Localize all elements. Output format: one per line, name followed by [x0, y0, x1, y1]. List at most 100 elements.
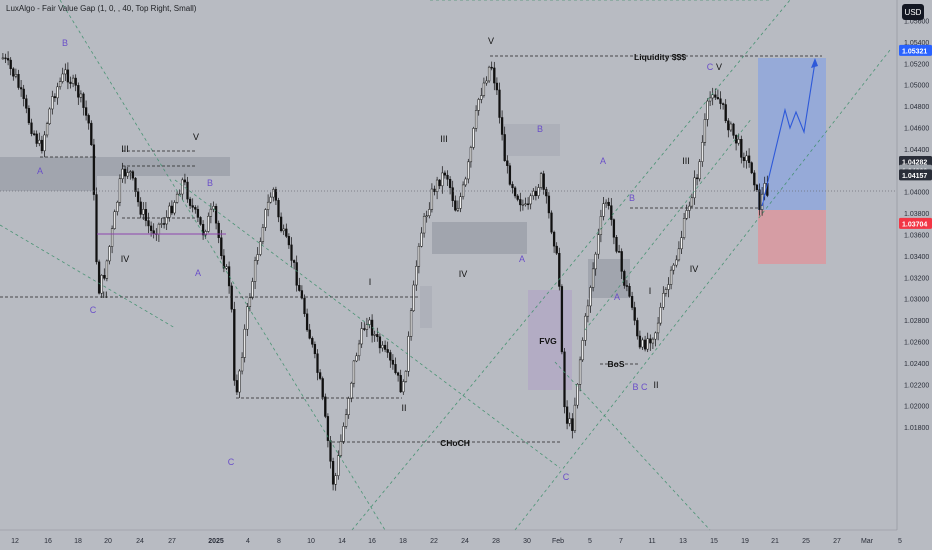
candle-212 — [552, 231, 556, 247]
projection-arrowhead — [811, 58, 818, 68]
candle-90 — [235, 380, 239, 393]
x-tick-label: 5 — [588, 538, 592, 545]
wave-label: IV — [121, 254, 130, 264]
currency-button[interactable]: USD — [902, 4, 924, 20]
candle-164 — [428, 209, 431, 217]
candle-47 — [123, 168, 127, 177]
x-tick-label: 20 — [104, 538, 112, 545]
candle-206 — [537, 187, 540, 197]
candle-194 — [506, 160, 509, 166]
candle-273 — [711, 94, 714, 99]
candle-200 — [521, 204, 525, 206]
order-block-zone — [0, 157, 230, 176]
y-tick-label: 1.04600 — [904, 126, 929, 133]
wave-label: C — [90, 305, 97, 315]
candle-26 — [69, 81, 72, 84]
candle-216 — [563, 351, 566, 408]
candle-228 — [594, 253, 597, 270]
wave-label: II — [102, 290, 107, 300]
candle-100 — [261, 227, 265, 242]
candle-175 — [456, 208, 460, 211]
x-tick-label: 2025 — [208, 538, 224, 545]
candle-83 — [217, 222, 220, 238]
x-tick-label: Feb — [552, 538, 564, 545]
candle-8 — [22, 88, 25, 99]
x-tick-label: 16 — [368, 538, 376, 545]
candle-264 — [688, 205, 691, 211]
candle-161 — [420, 232, 423, 247]
candle-169 — [441, 172, 444, 187]
candle-165 — [430, 188, 434, 210]
wave-label: III — [682, 156, 690, 166]
wave-label: II — [653, 380, 658, 390]
candle-184 — [480, 95, 483, 100]
order-block-zone — [0, 176, 97, 191]
candle-280 — [729, 123, 733, 131]
candle-96 — [251, 281, 254, 299]
candle-242 — [630, 296, 634, 308]
wave-label: V — [716, 62, 722, 72]
x-tick-label: 18 — [74, 538, 82, 545]
candle-186 — [485, 80, 488, 84]
annotation-fvg: FVG — [539, 336, 557, 346]
candle-196 — [511, 184, 514, 189]
candle-167 — [435, 179, 439, 192]
candle-183 — [477, 99, 480, 111]
candle-251 — [654, 332, 657, 340]
candle-71 — [186, 181, 189, 200]
candle-182 — [474, 110, 478, 129]
wave-label: A — [519, 254, 525, 264]
y-tick-label: 1.03200 — [904, 275, 929, 282]
candle-178 — [464, 178, 467, 186]
candle-52 — [136, 191, 140, 203]
trend-channel-line — [59, 0, 386, 531]
candle-29 — [77, 85, 80, 98]
candle-136 — [355, 355, 358, 362]
candle-289 — [753, 172, 756, 186]
candle-110 — [287, 236, 291, 246]
candle-202 — [526, 203, 530, 206]
candle-226 — [589, 287, 592, 307]
candle-180 — [469, 147, 473, 163]
candle-188 — [490, 66, 493, 69]
x-tick-label: 25 — [802, 538, 810, 545]
candle-88 — [230, 285, 233, 310]
candle-22 — [58, 81, 62, 88]
candle-259 — [675, 259, 678, 266]
candle-168 — [438, 179, 441, 187]
candle-4 — [12, 68, 15, 77]
candle-235 — [612, 219, 616, 238]
candle-43 — [113, 211, 116, 229]
candle-54 — [142, 209, 145, 215]
candle-253 — [659, 307, 662, 324]
candle-286 — [745, 155, 748, 161]
wave-label: C — [707, 62, 714, 72]
candle-123 — [321, 378, 324, 398]
candle-190 — [495, 82, 499, 91]
candle-144 — [376, 334, 379, 338]
candle-23 — [61, 73, 64, 82]
x-tick-label: 21 — [771, 538, 779, 545]
candle-139 — [363, 328, 366, 330]
candle-32 — [84, 107, 88, 116]
candle-65 — [170, 205, 174, 214]
candle-84 — [220, 237, 223, 256]
candle-257 — [669, 269, 673, 285]
candle-270 — [703, 119, 707, 143]
candle-145 — [378, 336, 382, 349]
x-tick-label: Mar — [861, 538, 874, 545]
candle-9 — [25, 98, 28, 109]
candle-14 — [38, 139, 41, 144]
candle-256 — [667, 284, 670, 290]
trend-channel-line — [174, 179, 561, 469]
candle-208 — [542, 173, 545, 190]
candle-48 — [126, 172, 129, 177]
candle-138 — [360, 328, 363, 345]
candle-260 — [677, 248, 681, 261]
candle-201 — [524, 203, 527, 206]
candle-36 — [95, 194, 98, 263]
x-tick-label: 27 — [168, 538, 176, 545]
target-zone — [758, 58, 826, 210]
candle-135 — [352, 360, 356, 384]
